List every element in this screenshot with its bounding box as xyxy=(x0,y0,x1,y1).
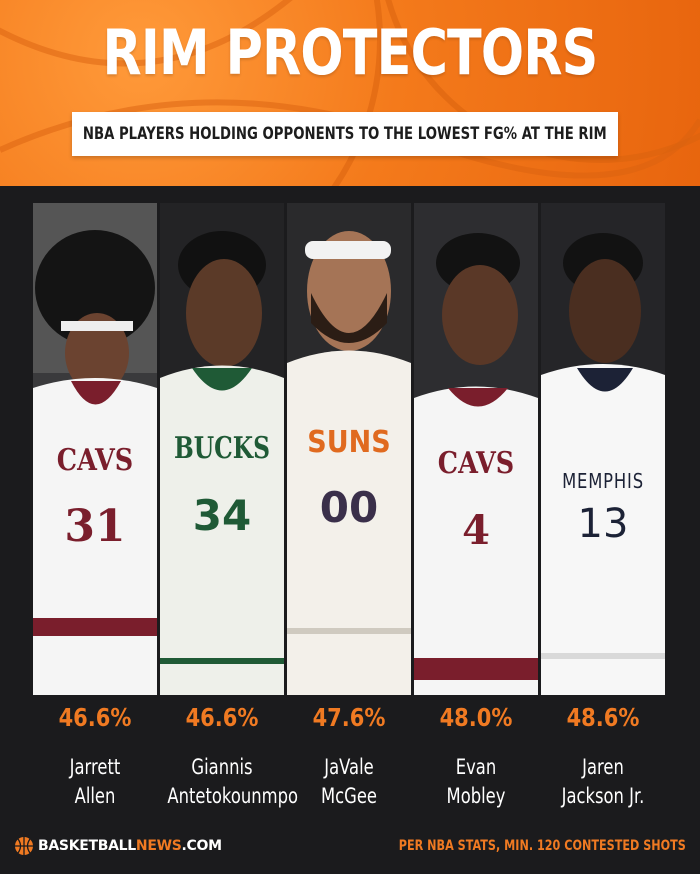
player-card-antetokounmpo: BUCKS 34 xyxy=(160,203,284,695)
site-logo: BASKETBALLNEWS.COM xyxy=(14,836,222,856)
player-card-jackson: MEMPHIS 13 xyxy=(541,203,665,695)
player-first-name: Jarrett xyxy=(69,755,121,779)
player-first-name: Jaren xyxy=(582,755,624,779)
fg-pct-mobley: 48.0% xyxy=(439,703,513,732)
basketball-icon xyxy=(15,837,33,855)
jersey-team-text: MEMPHIS xyxy=(562,469,644,493)
player-last-name: Mobley xyxy=(446,784,506,808)
player-photo-allen xyxy=(33,203,157,695)
player-photo-mcgee xyxy=(287,203,411,695)
player-photo-antetokounmpo xyxy=(160,203,284,695)
jersey-team-text: CAVS xyxy=(437,446,515,481)
jersey-number: 31 xyxy=(64,501,126,552)
logo-suffix: .COM xyxy=(181,838,223,854)
page-subtitle: NBA PLAYERS HOLDING OPPONENTS TO THE LOW… xyxy=(83,124,607,144)
player-name-mobley: Evan Mobley xyxy=(421,753,530,811)
player-first-name: Evan xyxy=(455,755,497,779)
player-first-name: Giannis xyxy=(191,755,253,779)
logo-accent: NEWS xyxy=(135,838,182,854)
logo-main: BASKETBALL xyxy=(38,838,136,854)
subtitle-box: NBA PLAYERS HOLDING OPPONENTS TO THE LOW… xyxy=(72,112,618,156)
header-banner: RIM PROTECTORS NBA PLAYERS HOLDING OPPON… xyxy=(0,0,700,186)
jersey-team-text: CAVS xyxy=(56,443,134,478)
player-last-name: Antetokounmpo xyxy=(167,784,299,808)
jersey-number: 13 xyxy=(577,501,629,547)
player-cards: CAVS 31 BUCKS 34 xyxy=(33,203,665,695)
player-name-jackson: Jaren Jackson Jr. xyxy=(548,753,657,811)
player-photo-mobley xyxy=(414,203,538,695)
fg-pct-mcgee: 47.6% xyxy=(312,703,386,732)
fg-pct-jackson: 48.6% xyxy=(566,703,640,732)
player-name-antetokounmpo: Giannis Antetokounmpo xyxy=(167,753,299,811)
player-last-name: McGee xyxy=(321,784,377,808)
player-card-mcgee: SUNS 00 xyxy=(287,203,411,695)
player-card-allen: CAVS 31 xyxy=(33,203,157,695)
player-name-mcgee: JaVale McGee xyxy=(294,753,403,811)
player-card-mobley: CAVS 4 xyxy=(414,203,538,695)
fg-pct-allen: 46.6% xyxy=(58,703,132,732)
player-photo-jackson xyxy=(541,203,665,695)
player-last-name: Jackson Jr. xyxy=(561,784,645,808)
player-name-allen: Jarrett Allen xyxy=(40,753,149,811)
jersey-team-text: SUNS xyxy=(307,425,391,460)
jersey-number: 00 xyxy=(319,483,379,532)
fg-pct-antetokounmpo: 46.6% xyxy=(185,703,259,732)
jersey-team-text: BUCKS xyxy=(173,431,271,466)
source-note: PER NBA STATS, MIN. 120 CONTESTED SHOTS xyxy=(398,838,686,854)
player-first-name: JaVale xyxy=(324,755,374,779)
player-last-name: Allen xyxy=(74,784,116,808)
page-title: RIM PROTECTORS xyxy=(102,16,599,89)
jersey-number: 4 xyxy=(462,507,490,554)
logo-text: BASKETBALLNEWS.COM xyxy=(38,838,222,854)
jersey-number: 34 xyxy=(192,491,252,540)
